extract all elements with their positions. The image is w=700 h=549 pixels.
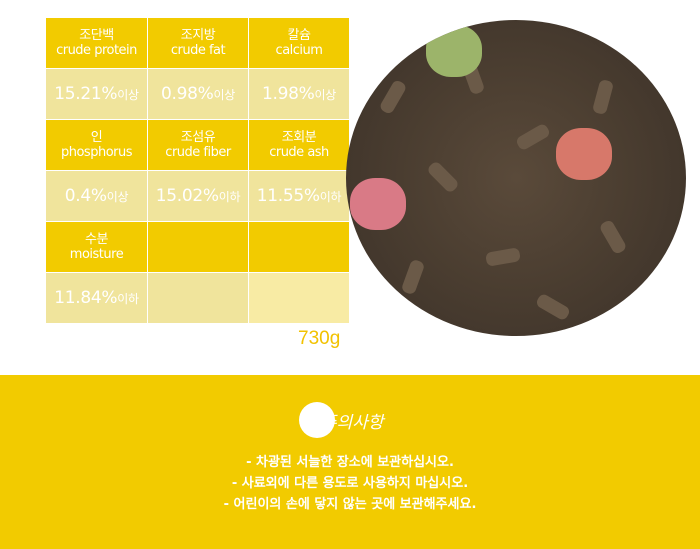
qualifier: 이하 (319, 190, 342, 204)
empty-header-cell (249, 222, 349, 272)
qualifier: 이하 (218, 190, 241, 204)
value-calcium: 1.98%이상 (249, 69, 349, 119)
label-kr: 조단백 (79, 28, 114, 43)
caution-note: - 사료외에 다른 용도로 사용하지 마십시오. (231, 476, 469, 491)
value: 15.02% (155, 186, 219, 206)
value: 15.21% (54, 84, 118, 104)
nutrition-table: 조단백 crude protein 조지방 crude fat 칼슘 calcium … (46, 18, 349, 323)
caution-note: - 차광된 서늘한 장소에 보관하십시오. (246, 455, 454, 470)
product-weight: 730g (298, 328, 341, 349)
green-star-pellet (426, 25, 482, 77)
caution-notes: - 차광된 서늘한 장소에 보관하십시오. - 사료외에 다른 용도로 사용하지… (0, 452, 700, 515)
caution-title: 주의사항 (321, 412, 384, 433)
caution-logo: 주의사항 (299, 402, 384, 438)
qualifier: 이하 (117, 292, 139, 306)
value: 1.98% (262, 84, 315, 104)
label-kr: 인 (90, 130, 103, 145)
header-phosphorus: 인 phosphorus (46, 120, 147, 170)
value-moisture: 11.84%이하 (46, 273, 147, 323)
label-en: calcium (275, 43, 323, 58)
value: 0.4% (64, 186, 107, 206)
header-crude-fat: 조지방 crude fat (148, 18, 248, 68)
value-crude-protein: 15.21%이상 (46, 69, 147, 119)
circle-icon (299, 402, 335, 438)
label-kr: 수분 (85, 232, 108, 247)
value: 0.98% (161, 84, 214, 104)
label-en: phosphorus (60, 145, 133, 160)
label-en: crude fat (170, 43, 226, 58)
header-calcium: 칼슘 calcium (249, 18, 349, 68)
value-phosphorus: 0.4%이상 (46, 171, 147, 221)
label-en: moisture (69, 247, 124, 262)
value: 11.55% (256, 186, 320, 206)
qualifier: 이상 (213, 88, 236, 102)
header-crude-ash: 조회분 crude ash (249, 120, 349, 170)
label-kr: 조회분 (281, 130, 317, 145)
qualifier: 이상 (314, 88, 337, 102)
empty-value-cell (249, 273, 349, 323)
label-kr: 조지방 (180, 28, 216, 43)
value-crude-ash: 11.55%이하 (249, 171, 349, 221)
header-crude-fiber: 조섬유 crude fiber (148, 120, 248, 170)
pink-star-pellet (350, 178, 406, 230)
empty-value-cell (148, 273, 248, 323)
label-en: crude protein (56, 43, 137, 58)
food-pellets-image (346, 20, 686, 336)
value-crude-fiber: 15.02%이하 (148, 171, 248, 221)
label-en: crude ash (269, 145, 329, 160)
caution-section (0, 375, 700, 549)
label-kr: 조섬유 (180, 130, 216, 145)
header-crude-protein: 조단백 crude protein (46, 18, 147, 68)
qualifier: 이상 (106, 190, 129, 204)
value: 11.84% (54, 288, 118, 308)
qualifier: 이상 (117, 88, 139, 102)
label-kr: 칼슘 (287, 28, 311, 43)
header-moisture: 수분 moisture (46, 222, 147, 272)
label-en: crude fiber (165, 145, 231, 160)
caution-note: - 어린이의 손에 닿지 않는 곳에 보관해주세요. (223, 497, 477, 512)
value-crude-fat: 0.98%이상 (148, 69, 248, 119)
empty-header-cell (148, 222, 248, 272)
red-star-pellet (556, 128, 612, 180)
